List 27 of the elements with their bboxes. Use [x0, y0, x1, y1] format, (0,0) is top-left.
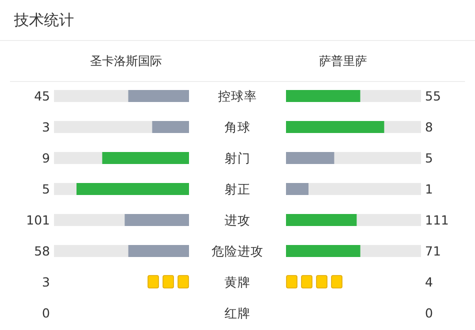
data-label: 5 — [425, 150, 433, 166]
category-label: 控球率 — [218, 88, 257, 104]
category-label: 黄牌 — [224, 274, 250, 290]
category-label: 射正 — [224, 182, 250, 196]
text: 技术统计 — [13, 11, 74, 29]
data-label: 45 — [34, 88, 50, 104]
category-label: 危险进攻 — [212, 244, 264, 258]
data-label: 3 — [42, 274, 50, 290]
data-label: 71 — [425, 244, 441, 258]
data-label: 4 — [425, 274, 433, 290]
data-label: 3 — [42, 120, 50, 134]
data-label: 5 — [42, 182, 50, 196]
category-label: 进攻 — [224, 212, 250, 228]
data-label: 9 — [42, 150, 50, 166]
category-label: 射门 — [224, 150, 250, 166]
data-label: 58 — [34, 244, 50, 258]
data-label: 0 — [425, 306, 433, 320]
data-label: 0 — [42, 306, 50, 320]
data-label: 1 — [425, 182, 433, 196]
category-label: 角球 — [224, 120, 250, 134]
text: 圣卡洛斯国际 — [90, 54, 162, 68]
text: 萨普里萨 — [319, 54, 367, 68]
data-label: 55 — [425, 88, 441, 104]
data-label: 8 — [425, 120, 433, 134]
data-label: 111 — [425, 212, 449, 228]
data-label: 101 — [26, 212, 50, 228]
category-label: 红牌 — [224, 306, 250, 320]
